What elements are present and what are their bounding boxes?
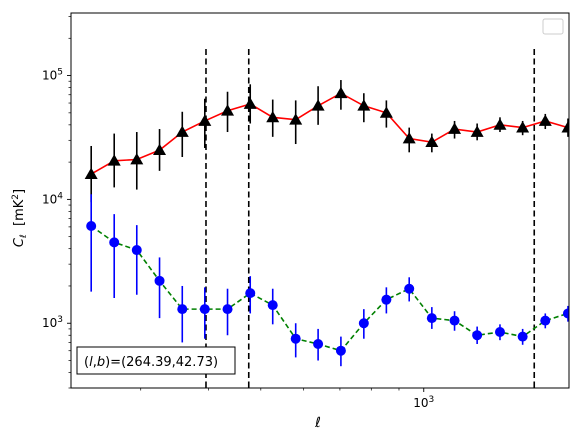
triangle-marker [175,125,189,137]
triangle-marker [311,99,325,111]
circle-marker [245,288,256,299]
circle-marker [381,294,392,305]
triangle-marker [425,135,439,148]
triangle-marker [516,121,530,133]
y-tick-base: 10 [42,316,57,330]
y-axis-label: Cℓ [mK2] [11,189,29,247]
triangle-marker [357,99,371,111]
x-axis-label: ℓ [314,415,321,431]
circle-marker [494,326,505,337]
triangle-marker [221,104,235,116]
axes-frame [70,12,570,389]
circle-marker [222,304,233,315]
y-tick-label: 103 [42,315,63,330]
triangle-marker [334,86,348,99]
triangle-marker [402,132,416,144]
circle-marker [335,345,346,356]
series-2 [86,194,569,367]
y-tick-label: 104 [42,191,63,206]
triangle-marker [538,114,552,126]
circle-marker [404,283,415,294]
circle-marker [449,315,460,326]
circle-marker [562,308,569,319]
plot-area [84,49,569,388]
triangle-marker [448,122,462,134]
circle-marker [313,338,324,349]
y-tick-base: 10 [42,192,57,206]
plot-marks [84,49,569,388]
circle-marker [199,304,210,315]
triangle-marker [266,110,280,123]
triangle-marker [153,143,167,155]
triangle-marker [243,97,257,109]
series-1 [84,80,569,203]
annotation-text: (l,b)=(264.39,42.73) [84,355,218,370]
triangle-marker [130,152,144,165]
circle-marker [177,304,188,315]
circle-marker [154,275,165,286]
circle-marker [267,300,278,311]
annotation-frame [76,346,236,375]
circle-marker [517,331,528,342]
triangle-marker [107,154,121,166]
circle-marker [540,315,551,326]
annotation-box: (l,b)=(264.39,42.73) [76,346,236,375]
legend [542,18,564,35]
y-tick-exp: 4 [57,191,63,201]
circle-marker [290,333,301,344]
circle-marker [109,237,120,248]
x-axis: 103 [140,388,434,410]
triangle-marker [84,167,98,179]
x-tick-exp: 3 [429,395,435,405]
circle-marker [131,245,142,256]
triangle-marker [493,118,507,130]
circle-marker [358,318,369,329]
y-tick-exp: 3 [57,315,63,325]
y-tick-label: 105 [42,68,63,83]
triangle-marker [470,125,484,137]
triangle-marker [198,114,212,126]
triangle-marker [561,121,569,133]
circle-marker [472,330,483,341]
y-tick-exp: 5 [57,68,63,78]
legend-box [542,18,564,35]
circle-marker [86,220,97,231]
x-tick-base: 10 [413,396,428,410]
circle-marker [426,313,437,324]
triangle-marker [289,113,303,125]
x-tick-label: 103 [413,395,434,410]
y-tick-base: 10 [42,69,57,83]
triangle-marker [379,106,393,118]
